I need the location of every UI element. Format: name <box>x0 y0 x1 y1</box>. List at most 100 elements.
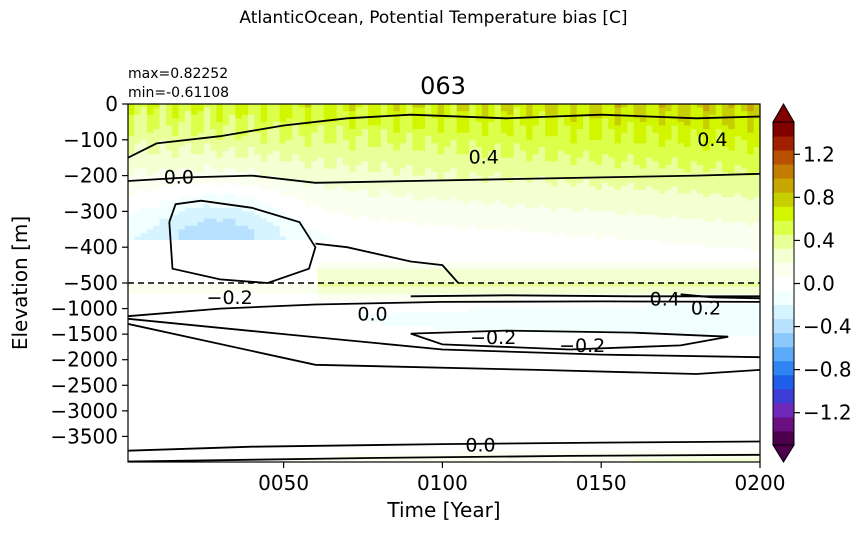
heatmap-cell <box>361 304 369 309</box>
heatmap-cell <box>273 447 281 452</box>
heatmap-cell <box>235 333 243 338</box>
heatmap-cell <box>210 118 218 123</box>
heatmap-cell <box>355 175 363 180</box>
heatmap-cell <box>342 182 350 187</box>
heatmap-cell <box>134 401 142 406</box>
heatmap-cell <box>342 329 350 334</box>
heatmap-cell <box>222 358 230 363</box>
heatmap-cell <box>286 318 293 323</box>
heatmap-cell <box>184 121 192 127</box>
heatmap-cell <box>254 204 262 209</box>
heatmap-cell <box>203 422 211 427</box>
heatmap-cell <box>273 419 281 424</box>
heatmap-cell <box>323 139 331 144</box>
heatmap-cell <box>165 308 173 313</box>
heatmap-cell <box>203 304 211 309</box>
heatmap-cell <box>153 397 161 402</box>
heatmap-cell <box>140 211 148 216</box>
heatmap-cell <box>311 265 319 270</box>
heatmap-cell <box>153 197 161 202</box>
heatmap-cell <box>317 290 325 295</box>
heatmap-cell <box>336 440 344 445</box>
heatmap-cell <box>374 254 382 259</box>
heatmap-cell <box>349 250 357 255</box>
heatmap-cell <box>342 268 350 273</box>
heatmap-cell <box>260 279 268 284</box>
heatmap-cell <box>191 168 199 173</box>
heatmap-cell <box>323 293 331 298</box>
heatmap-cell <box>153 433 161 438</box>
heatmap-cell <box>134 358 142 363</box>
heatmap-cell <box>241 236 249 241</box>
heatmap-cell <box>279 207 287 212</box>
heatmap-cell <box>286 207 293 212</box>
heatmap-cell <box>330 283 338 288</box>
heatmap-cell <box>425 372 432 377</box>
heatmap-cell <box>380 358 388 363</box>
heatmap-cell <box>361 422 369 427</box>
heatmap-cell <box>229 293 237 298</box>
heatmap-cell <box>165 279 173 284</box>
heatmap-cell <box>241 182 249 187</box>
heatmap-cell <box>178 311 186 316</box>
heatmap-cell <box>216 329 224 334</box>
heatmap-cell <box>267 404 274 409</box>
heatmap-cell <box>254 265 262 270</box>
heatmap-cell <box>330 204 338 209</box>
heatmap-cell <box>140 275 148 281</box>
heatmap-cell <box>418 340 426 345</box>
heatmap-cell <box>254 236 262 241</box>
heatmap-cell <box>254 157 262 162</box>
heatmap-cell <box>355 401 363 406</box>
heatmap-cell <box>229 243 237 248</box>
heatmap-cell <box>368 454 376 460</box>
heatmap-cell <box>172 275 180 281</box>
heatmap-cell <box>184 426 192 431</box>
heatmap-cell <box>298 261 306 266</box>
heatmap-cell <box>336 293 344 298</box>
heatmap-cell <box>260 172 268 177</box>
heatmap-cell <box>178 361 186 366</box>
heatmap-cell <box>292 175 300 180</box>
heatmap-cell <box>146 229 154 234</box>
heatmap-cell <box>267 121 274 127</box>
heatmap-cell <box>342 139 350 144</box>
heatmap-cell <box>153 222 161 227</box>
heatmap-cell <box>229 351 237 356</box>
heatmap-cell <box>203 279 211 284</box>
heatmap-cell <box>368 146 376 152</box>
heatmap-cell <box>267 222 274 227</box>
heatmap-cell <box>304 247 312 252</box>
heatmap-cell <box>412 426 420 431</box>
heatmap-cell <box>311 143 319 148</box>
heatmap-cell <box>267 143 274 148</box>
heatmap-cell <box>273 214 281 220</box>
heatmap-cell <box>380 447 388 452</box>
heatmap-cell <box>292 111 300 116</box>
heatmap-cell <box>203 354 211 359</box>
heatmap-cell <box>134 451 142 456</box>
heatmap-cell <box>311 429 319 434</box>
heatmap-cell <box>374 268 382 273</box>
heatmap-cell <box>311 114 319 119</box>
heatmap-cell <box>165 376 173 381</box>
heatmap-cell <box>355 272 363 277</box>
heatmap-cell <box>317 114 325 119</box>
heatmap-cell <box>387 150 395 155</box>
heatmap-cell <box>292 265 300 270</box>
heatmap-cell <box>374 229 382 234</box>
heatmap-cell <box>349 143 357 148</box>
heatmap-cell <box>279 132 287 137</box>
heatmap-cell <box>412 351 420 356</box>
heatmap-cell <box>393 422 401 427</box>
heatmap-cell <box>292 386 300 391</box>
heatmap-cell <box>184 372 192 377</box>
heatmap-cell <box>399 340 407 345</box>
heatmap-cell <box>216 347 224 352</box>
heatmap-cell <box>197 168 205 173</box>
heatmap-cell <box>165 379 173 384</box>
heatmap-cell <box>222 197 230 202</box>
heatmap-cell <box>203 283 211 288</box>
heatmap-cell <box>222 114 230 119</box>
heatmap-cell <box>197 444 205 449</box>
